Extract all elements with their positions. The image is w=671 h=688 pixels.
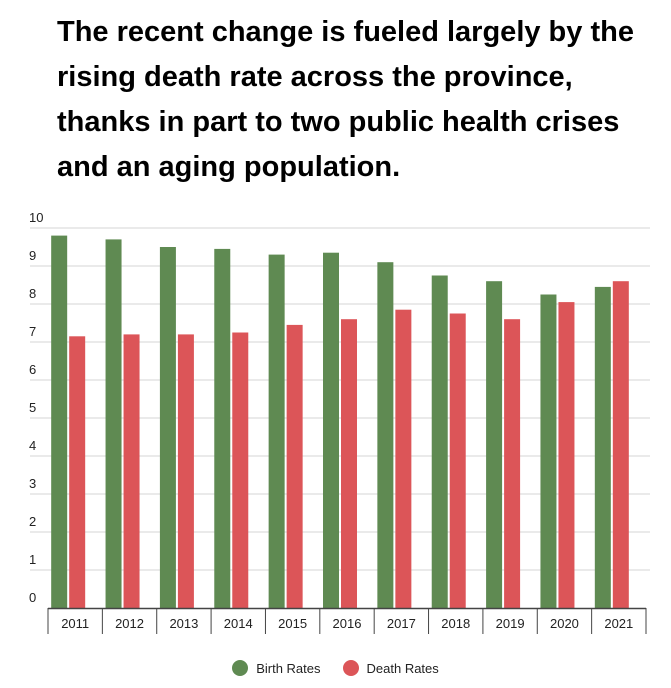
headline: The recent change is fueled largely by t… (57, 16, 634, 183)
y-tick-label: 10 (29, 210, 43, 225)
bar-death-2016 (341, 319, 357, 608)
bar-death-2021 (612, 281, 629, 608)
bar-birth-2014 (214, 248, 231, 608)
x-tick-label-2016: 2016 (333, 616, 362, 631)
x-tick-label-2014: 2014 (224, 616, 253, 631)
bar-death-2011 (69, 336, 86, 608)
bar-birth-2017 (377, 262, 394, 608)
y-tick-label: 4 (29, 438, 36, 453)
x-tick-label-2015: 2015 (278, 616, 307, 631)
y-axis-ticks: 0 1 2 3 4 5 6 7 8 9 10 (29, 210, 43, 605)
x-tick-label-2020: 2020 (550, 616, 579, 631)
legend: Birth Rates Death Rates (0, 660, 671, 676)
bar-death-2014 (232, 332, 249, 608)
x-tick-label-2011: 2011 (61, 616, 89, 631)
grid-lines (30, 227, 650, 571)
x-tick-label-2013: 2013 (169, 616, 198, 631)
legend-item-death-rates: Death Rates (342, 660, 439, 676)
bar-birth-2011 (51, 235, 68, 608)
bar-death-2013 (177, 334, 194, 608)
bar-death-2020 (558, 302, 575, 608)
legend-label-death: Death Rates (366, 660, 439, 676)
legend-swatch-death (342, 660, 359, 676)
bar-death-2019 (504, 319, 521, 608)
y-tick-label: 6 (29, 362, 36, 377)
bar-birth-2018 (431, 275, 448, 608)
x-tick-label-2012: 2012 (115, 616, 144, 631)
bar-birth-2013 (159, 247, 176, 608)
bar-birth-2015 (268, 254, 285, 608)
bar-death-2017 (395, 309, 412, 608)
legend-label-birth: Birth Rates (256, 660, 321, 676)
y-tick-label: 0 (29, 590, 36, 605)
y-tick-label: 5 (29, 400, 36, 415)
x-axis: 2011 2012 2013 2014 2015 2016 2017 2018 2019 2020… (47, 607, 647, 634)
y-tick-label: 3 (29, 476, 36, 491)
y-tick-label: 2 (29, 514, 36, 529)
bar-birth-2020 (540, 294, 557, 608)
y-tick-label: 1 (29, 552, 36, 567)
bar-death-2018 (449, 313, 466, 608)
bars (51, 235, 629, 608)
x-tick-label-2019: 2019 (496, 616, 525, 631)
legend-swatch-birth (232, 660, 249, 676)
x-tick-label-2018: 2018 (441, 616, 470, 631)
y-tick-label: 7 (29, 324, 36, 339)
x-tick-label-2017: 2017 (387, 616, 416, 631)
y-tick-label: 9 (29, 248, 36, 263)
bar-birth-2021 (594, 286, 611, 608)
bar-death-2015 (286, 324, 303, 608)
bar-birth-2012 (105, 239, 122, 608)
bar-death-2012 (123, 334, 140, 608)
y-tick-label: 8 (29, 286, 36, 301)
bar-birth-2016 (323, 252, 339, 608)
x-tick-label-2021: 2021 (604, 616, 633, 631)
bar-birth-2019 (486, 281, 503, 608)
legend-item-birth-rates: Birth Rates (232, 660, 321, 676)
